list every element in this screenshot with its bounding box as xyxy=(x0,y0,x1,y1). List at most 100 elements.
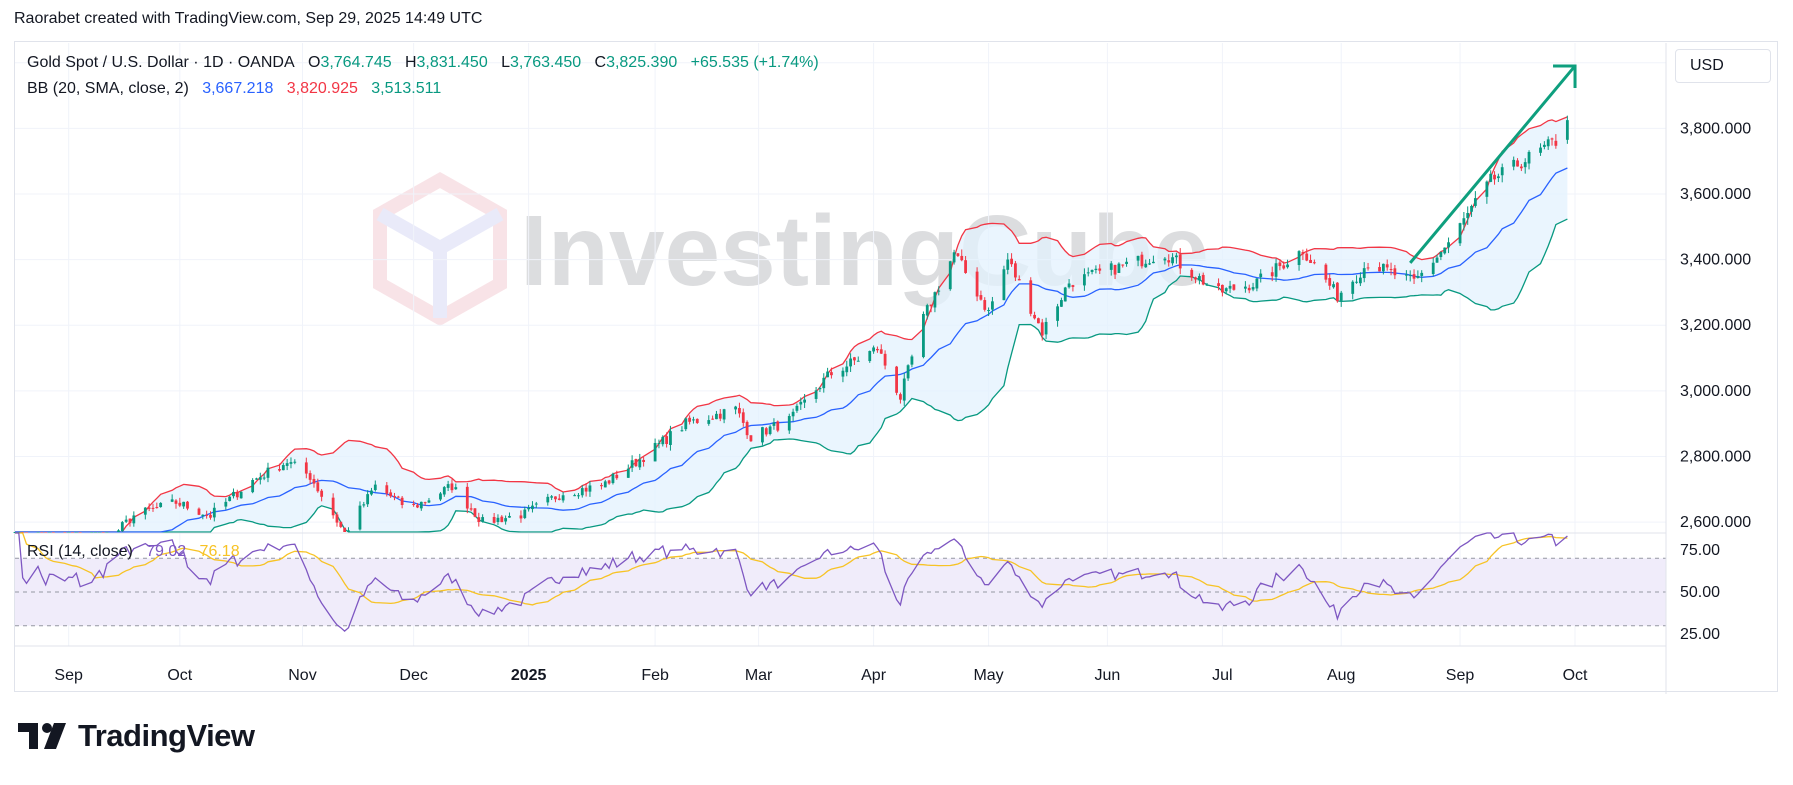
low-value: 3,763.450 xyxy=(509,54,582,71)
candle-body xyxy=(235,491,239,498)
candle-body xyxy=(1029,280,1033,314)
candle-body xyxy=(1056,306,1059,321)
candle xyxy=(1500,163,1504,183)
candle xyxy=(588,481,592,497)
candle-body xyxy=(787,416,791,431)
candle xyxy=(830,367,833,379)
candle xyxy=(454,483,458,490)
candle-body xyxy=(822,377,826,389)
candle-body xyxy=(692,419,695,421)
candle xyxy=(1220,284,1224,297)
candle xyxy=(1297,250,1301,271)
candle xyxy=(151,503,155,512)
candle xyxy=(120,520,124,532)
candle-body xyxy=(868,351,872,362)
candle xyxy=(1121,264,1125,268)
candle xyxy=(1197,273,1201,285)
watermark-cube-icon xyxy=(373,171,507,327)
candle-body xyxy=(1197,276,1201,281)
candle-body xyxy=(373,484,377,491)
candle-body xyxy=(745,421,749,436)
candle xyxy=(228,495,232,502)
candle-body xyxy=(1255,278,1259,289)
candle xyxy=(1366,262,1370,271)
candle-body xyxy=(1247,287,1251,291)
candle-body xyxy=(1144,263,1148,268)
candle-body xyxy=(312,478,316,484)
candle-body xyxy=(132,515,136,524)
candle-body xyxy=(948,261,952,290)
candle xyxy=(749,435,753,442)
candle-body xyxy=(239,491,243,499)
candle xyxy=(1194,276,1197,284)
time-tick-label: Feb xyxy=(641,667,669,684)
candle-body xyxy=(768,426,772,435)
candle xyxy=(895,365,898,396)
candle-body xyxy=(1493,174,1496,180)
time-tick-label: Sep xyxy=(1446,667,1475,684)
candle xyxy=(1117,262,1121,274)
candle-body xyxy=(1312,262,1316,264)
bollinger-bands xyxy=(15,116,1568,533)
candle-body xyxy=(580,488,584,496)
candle-body xyxy=(872,347,875,352)
candle xyxy=(339,521,343,529)
candle-body xyxy=(741,412,745,423)
candle xyxy=(427,497,431,504)
candle xyxy=(527,504,531,512)
trend-arrow-line[interactable] xyxy=(1409,65,1577,264)
candle-body xyxy=(212,507,216,518)
rsi-label[interactable]: RSI (14, close) xyxy=(27,543,133,560)
candle xyxy=(1362,262,1366,283)
candle-body xyxy=(370,490,373,495)
candle-body xyxy=(611,473,615,484)
candle xyxy=(741,408,745,427)
candle xyxy=(876,346,879,353)
candle xyxy=(983,297,987,312)
candle xyxy=(1270,266,1274,282)
candle-body xyxy=(1443,247,1447,254)
candle xyxy=(389,489,393,498)
candle-body xyxy=(1335,282,1339,302)
candle-body xyxy=(964,260,967,273)
candle xyxy=(665,432,669,448)
candle xyxy=(1144,259,1148,268)
candle xyxy=(607,479,611,485)
candle xyxy=(209,511,212,520)
candle-body xyxy=(473,508,477,517)
candle-body xyxy=(504,518,508,522)
candle-body xyxy=(1033,314,1036,319)
low-label: L xyxy=(501,54,510,71)
candle-body xyxy=(174,500,178,504)
candle xyxy=(1420,270,1424,283)
price-tick-label: 3,000.000 xyxy=(1680,383,1751,400)
candle-body xyxy=(1113,264,1117,275)
bb-legend: BB (20, SMA, close, 2) 3,667.218 3,820.9… xyxy=(27,80,441,98)
candle xyxy=(205,510,209,519)
candle xyxy=(772,418,776,430)
bb-lower-value: 3,513.511 xyxy=(371,80,442,97)
candle xyxy=(1332,281,1335,289)
candle-body xyxy=(1393,268,1397,276)
candle xyxy=(1404,270,1408,281)
candle-body xyxy=(845,366,849,373)
candle xyxy=(1458,222,1462,247)
candle xyxy=(335,512,339,527)
trend-arrow-head[interactable] xyxy=(1553,64,1577,88)
currency-selector[interactable]: USD xyxy=(1675,49,1771,83)
candle-body xyxy=(1171,257,1174,264)
open-value: 3,764.745 xyxy=(320,54,392,71)
trend-arrow[interactable] xyxy=(1409,64,1577,264)
candle-body xyxy=(718,413,722,419)
candle-body xyxy=(561,495,565,501)
candle-body xyxy=(761,427,764,443)
candle-body xyxy=(1194,277,1197,280)
candle xyxy=(1393,264,1397,280)
bb-label[interactable]: BB (20, SMA, close, 2) xyxy=(27,80,189,97)
candle xyxy=(1447,237,1450,254)
candle xyxy=(304,457,308,479)
candle-body xyxy=(695,418,699,423)
symbol-title[interactable]: Gold Spot / U.S. Dollar · 1D · OANDA xyxy=(27,54,295,71)
candle-body xyxy=(1408,274,1412,276)
